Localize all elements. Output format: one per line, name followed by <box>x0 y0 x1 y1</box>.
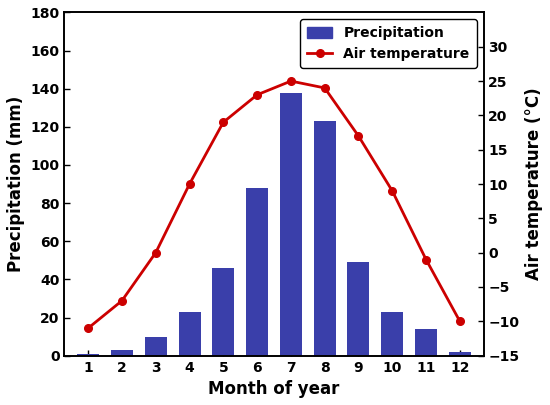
Bar <box>449 352 471 356</box>
Bar <box>348 262 370 356</box>
Bar <box>212 268 234 356</box>
Y-axis label: Air temperature (°C): Air temperature (°C) <box>525 88 543 280</box>
Bar <box>381 312 403 356</box>
Bar <box>145 337 167 356</box>
Bar <box>246 188 268 356</box>
Bar <box>280 92 302 356</box>
Bar <box>77 354 99 356</box>
Bar <box>415 329 437 356</box>
X-axis label: Month of year: Month of year <box>208 380 340 398</box>
Bar <box>111 350 133 356</box>
Bar <box>314 121 336 356</box>
Bar <box>179 312 201 356</box>
Y-axis label: Precipitation (mm): Precipitation (mm) <box>7 96 25 272</box>
Legend: Precipitation, Air temperature: Precipitation, Air temperature <box>300 19 476 68</box>
